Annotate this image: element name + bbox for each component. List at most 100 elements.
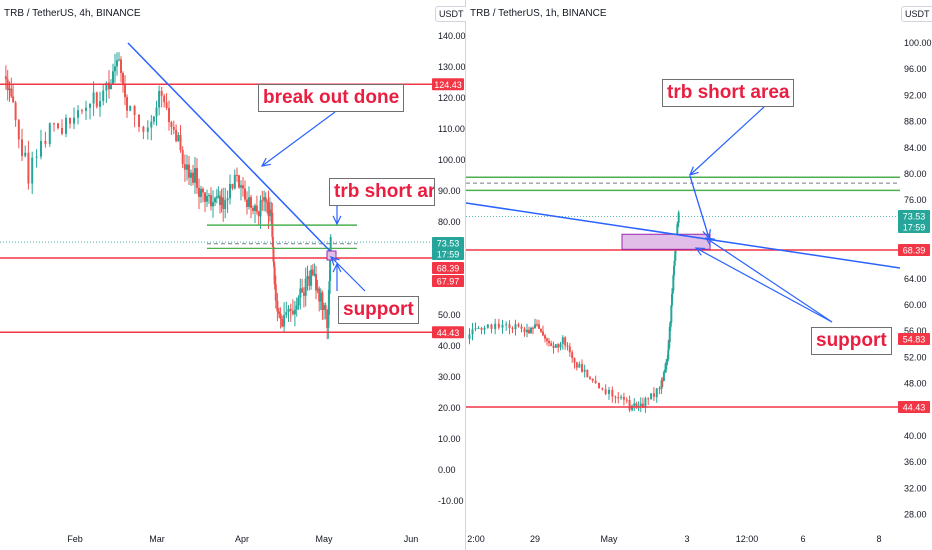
left-candle — [224, 200, 227, 209]
left-chart-panel[interactable]: 140.00 130.00 120.00 110.00 100.00 90.00 80.00… — [0, 0, 468, 550]
right-candle — [474, 328, 477, 330]
left-chart-canvas[interactable]: 140.00 130.00 120.00 110.00 100.00 90.00 80.00… — [0, 0, 466, 550]
left-candle — [168, 108, 170, 123]
right-candle — [674, 248, 677, 261]
left-candle — [246, 199, 248, 207]
right-candle — [514, 324, 517, 330]
left-candle — [287, 308, 290, 313]
right-y-tick-label: 100.00 — [904, 38, 932, 48]
right-candle — [652, 393, 655, 397]
right-candle — [594, 380, 597, 383]
left-candle — [299, 288, 302, 298]
right-y-tick-label: 92.00 — [904, 90, 927, 100]
left-candle — [273, 267, 276, 285]
right-price-badge-bg — [898, 244, 930, 257]
left-candle — [302, 292, 305, 296]
right-chart-panel[interactable]: 100.0096.0092.0088.0084.0080.0076.0072.0… — [466, 0, 932, 550]
left-arrow-support-head — [330, 256, 340, 266]
right-candle — [658, 388, 661, 390]
left-y-tick-label: 110.00 — [438, 124, 465, 134]
left-candle — [240, 185, 242, 188]
left-candle — [14, 102, 17, 121]
left-candle — [259, 200, 262, 217]
left-candle — [35, 156, 38, 158]
right-chart-title: TRB / TetherUS, 1h, BINANCE — [470, 8, 607, 19]
annotation-trb-short-area-right: trb short area — [662, 79, 795, 107]
left-candle — [126, 97, 128, 111]
right-candle — [554, 344, 557, 348]
right-price-badge: 68.39 — [903, 246, 926, 256]
left-candle — [271, 236, 274, 247]
left-candle — [324, 305, 327, 310]
right-candle — [628, 399, 631, 411]
left-y-tick-label: 30.00 — [438, 372, 461, 382]
right-chart-canvas[interactable]: 100.0096.0092.0088.0084.0080.0076.0072.0… — [466, 0, 932, 550]
right-candle — [622, 397, 625, 400]
left-candle — [327, 289, 330, 315]
right-candle — [578, 364, 581, 368]
right-y-tick-label: 56.00 — [904, 326, 927, 336]
left-candle — [165, 102, 168, 109]
left-candle — [310, 269, 313, 286]
right-candle — [670, 305, 673, 323]
left-arrow-breakout — [261, 111, 336, 167]
left-candle — [208, 195, 210, 197]
left-candle — [301, 288, 304, 293]
left-price-badge: 67.97 — [437, 277, 460, 287]
right-candle — [546, 338, 548, 341]
left-candle — [295, 305, 298, 310]
right-candle — [620, 397, 623, 399]
left-candle — [120, 59, 122, 74]
right-candle — [564, 337, 567, 346]
right-currency-label[interactable]: USDT — [901, 6, 932, 22]
left-candle — [313, 273, 316, 275]
left-candle — [48, 123, 51, 144]
right-price-badge: 73.53 — [903, 212, 926, 222]
left-candle — [274, 284, 277, 301]
right-x-tick-label: 8 — [876, 534, 881, 544]
left-candle — [69, 117, 71, 124]
right-price-badge-bg — [898, 221, 930, 233]
right-candle — [536, 324, 538, 326]
left-candle — [114, 66, 116, 72]
left-candle — [196, 168, 198, 188]
left-candle — [61, 128, 63, 134]
left-candle — [318, 288, 321, 302]
left-candle — [250, 197, 252, 208]
right-candle — [677, 222, 679, 225]
left-candle — [281, 318, 284, 327]
left-currency-label[interactable]: USDT — [435, 6, 468, 22]
left-candle — [170, 122, 173, 127]
right-candle — [671, 290, 674, 295]
left-candle — [263, 197, 266, 201]
right-arrow-short — [689, 106, 765, 176]
left-candle — [236, 174, 238, 176]
left-candle — [160, 90, 163, 96]
left-candle — [233, 174, 236, 189]
right-candle — [660, 380, 663, 389]
left-arrow-short-head — [332, 215, 342, 226]
left-y-tick-label: 80.00 — [438, 217, 461, 227]
left-chart-title: TRB / TetherUS, 4h, BINANCE — [4, 8, 141, 19]
left-price-badge-bg — [432, 275, 464, 287]
left-candle — [129, 106, 132, 111]
left-candle — [118, 59, 120, 61]
left-y-tick-label: 130.00 — [438, 62, 466, 72]
left-candle — [112, 71, 114, 85]
left-candle — [175, 129, 178, 142]
left-candle — [273, 261, 276, 268]
left-candle — [12, 96, 15, 103]
left-candle — [289, 308, 292, 311]
right-candle — [608, 389, 610, 394]
right-candle — [668, 326, 671, 343]
left-candle — [146, 127, 149, 132]
left-candle — [214, 198, 216, 203]
left-candle — [252, 207, 254, 211]
left-candle — [10, 88, 13, 97]
left-candle — [192, 172, 194, 183]
left-candle — [31, 157, 34, 184]
right-y-tick-label: 96.00 — [904, 64, 927, 74]
right-y-tick-label: 40.00 — [904, 431, 927, 441]
left-y-tick-label: -10.00 — [438, 496, 464, 506]
right-candle — [568, 346, 571, 353]
